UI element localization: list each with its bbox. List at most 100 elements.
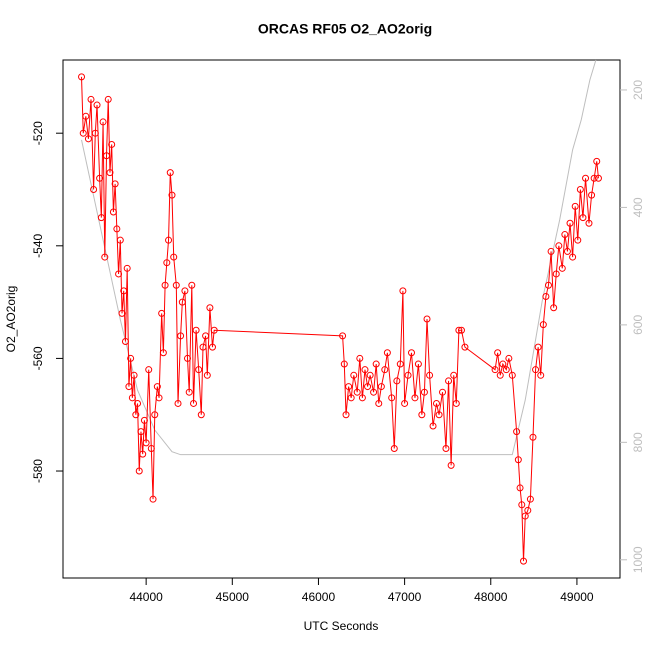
data-point [111, 180, 119, 188]
data-point [210, 326, 218, 334]
data-point [178, 298, 186, 306]
data-point [183, 354, 191, 362]
x-tick-label: 44000 [129, 590, 163, 604]
data-point [99, 118, 107, 126]
data-point [544, 281, 552, 289]
data-point [393, 377, 401, 385]
data-point [574, 236, 582, 244]
data-point [518, 501, 526, 509]
data-point [118, 309, 126, 317]
data-point [375, 399, 383, 407]
data-point [103, 152, 111, 160]
data-point [426, 371, 434, 379]
data-point [561, 231, 569, 239]
data-point [192, 326, 200, 334]
data-point [432, 399, 440, 407]
data-point [452, 399, 460, 407]
data-point [594, 174, 602, 182]
data-point [582, 174, 590, 182]
data-point [390, 445, 398, 452]
data-point [139, 450, 147, 458]
data-point [590, 174, 598, 182]
data-point [158, 309, 166, 317]
data-point [147, 445, 155, 452]
data-point [588, 191, 596, 199]
data-point [125, 383, 133, 391]
data-point [534, 343, 542, 351]
x-tick-label: 49000 [560, 590, 594, 604]
data-point [97, 214, 105, 222]
data-point [529, 433, 537, 441]
data-point [197, 411, 205, 419]
data-point [130, 371, 138, 379]
data-point [520, 557, 528, 565]
data-point [123, 264, 131, 272]
data-point [120, 287, 128, 295]
data-point [174, 399, 182, 407]
data-point [526, 495, 534, 503]
data-point [377, 383, 385, 391]
data-point [78, 73, 86, 81]
data-point [358, 394, 366, 402]
data-point [364, 383, 372, 391]
data-point [411, 394, 419, 402]
data-point [516, 484, 524, 492]
data-point [339, 332, 347, 340]
data-point [165, 236, 173, 244]
data-point [177, 332, 185, 340]
data-point [388, 394, 396, 402]
data-point [579, 214, 587, 222]
data-point [420, 388, 428, 396]
y2-tick-label: 200 [631, 80, 645, 100]
data-point [106, 169, 114, 177]
data-point [408, 349, 416, 357]
data-point [199, 343, 207, 351]
x-tick-label: 48000 [474, 590, 508, 604]
data-point [342, 411, 350, 419]
data-point [532, 366, 540, 374]
data-point [571, 202, 579, 210]
data-point [585, 219, 593, 227]
data-point [96, 174, 104, 182]
data-point [168, 191, 176, 199]
data-point [514, 456, 522, 464]
y-tick-label: -540 [31, 233, 45, 257]
data-point [502, 366, 510, 374]
data-point [161, 281, 169, 289]
data-point [521, 512, 529, 520]
data-point [558, 264, 566, 272]
data-point [108, 140, 116, 148]
data-point [166, 169, 174, 177]
y-tick-label: -560 [31, 346, 45, 370]
data-point [505, 354, 513, 362]
data-point [163, 259, 171, 267]
data-point [566, 219, 574, 227]
data-point [159, 349, 167, 357]
data-point [593, 157, 601, 165]
data-point [455, 326, 463, 334]
data-point [350, 371, 358, 379]
x-axis-label: UTC Seconds [304, 619, 379, 633]
data-point [121, 338, 129, 346]
data-point [414, 360, 422, 368]
y2-tick-label: 1000 [631, 546, 645, 573]
data-point [84, 135, 92, 143]
data-point [537, 371, 545, 379]
data-point [79, 129, 87, 137]
data-point [185, 388, 193, 396]
data-point [542, 292, 550, 300]
data-point [181, 287, 189, 295]
data-point [494, 349, 502, 357]
data-point [127, 354, 135, 362]
series-line [81, 76, 599, 562]
data-point [563, 247, 571, 255]
series-line [81, 59, 597, 456]
data-point [206, 304, 214, 312]
data-point [555, 242, 563, 250]
data-point [435, 411, 443, 419]
data-point [142, 439, 150, 447]
data-point [491, 366, 499, 374]
plot-frame [62, 59, 621, 579]
data-point [113, 225, 121, 233]
